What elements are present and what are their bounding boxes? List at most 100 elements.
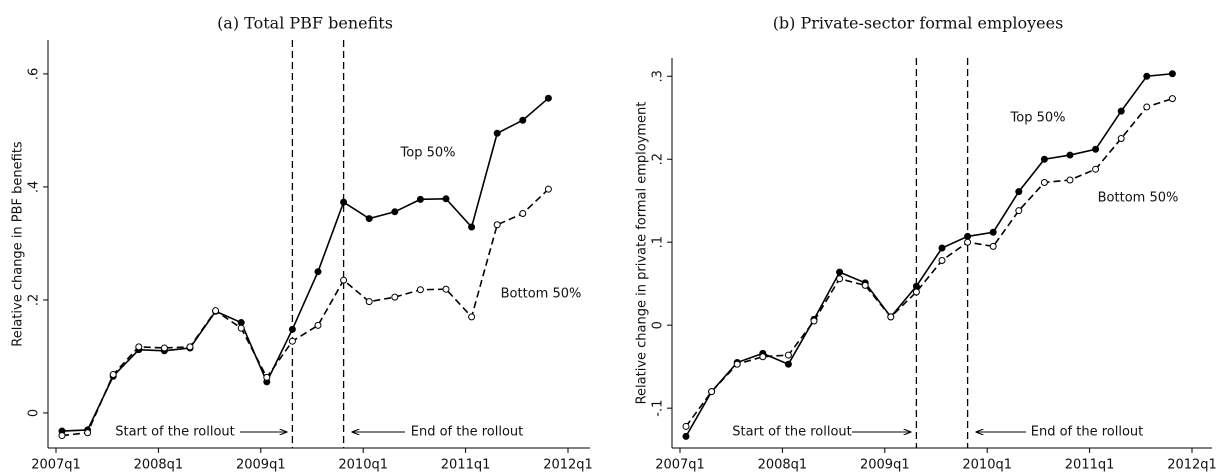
y-tick-label: .6 <box>27 68 42 80</box>
point <box>288 325 296 333</box>
point <box>1015 188 1023 196</box>
point <box>442 285 450 293</box>
series-line <box>61 188 549 437</box>
point <box>416 286 424 294</box>
y-tick-label: 0 <box>27 409 42 417</box>
point <box>784 351 792 359</box>
point <box>365 215 373 223</box>
point <box>759 353 767 361</box>
series-line <box>61 97 549 432</box>
point <box>442 195 450 203</box>
point <box>964 238 972 246</box>
y-axis-label: Relative change in PBF benefits <box>11 141 26 347</box>
point <box>186 343 194 351</box>
point <box>810 317 818 325</box>
annotation: End of the rollout <box>411 425 524 440</box>
point <box>544 94 552 102</box>
x-tick-label: 2008q1 <box>134 458 184 473</box>
point <box>212 307 220 315</box>
point <box>964 232 972 240</box>
x-tick-label: 2011q1 <box>441 458 491 473</box>
point <box>938 244 946 252</box>
point <box>1040 155 1048 163</box>
y-tick-label: .4 <box>27 181 42 193</box>
x-tick-label: 2009q1 <box>236 458 286 473</box>
point <box>1168 95 1176 103</box>
point <box>237 324 245 332</box>
point <box>314 268 322 276</box>
point <box>391 208 399 216</box>
y-tick-label: .1 <box>651 236 666 248</box>
point <box>340 276 348 284</box>
x-tick-label: 2012q1 <box>543 458 593 473</box>
point <box>861 281 869 289</box>
series-label: Bottom 50% <box>501 287 582 302</box>
series-label: Top 50% <box>400 146 456 161</box>
point <box>365 298 373 306</box>
point <box>989 242 997 250</box>
point <box>468 223 476 231</box>
point <box>784 360 792 368</box>
point <box>836 268 844 276</box>
y-tick-label: 0 <box>651 321 666 329</box>
point <box>1117 134 1125 142</box>
point <box>544 185 552 193</box>
point <box>912 288 920 296</box>
point <box>314 321 322 329</box>
y-tick-label: .3 <box>651 70 666 82</box>
y-tick-label: .2 <box>27 294 42 306</box>
series-line <box>685 72 1173 437</box>
x-tick-label: 2009q1 <box>860 458 910 473</box>
x-tick-label: 2010q1 <box>962 458 1012 473</box>
y-tick-label: .2 <box>651 153 666 165</box>
point <box>1092 165 1100 173</box>
point <box>1015 207 1023 215</box>
point <box>1066 176 1074 184</box>
x-tick-label: 2012q1 <box>1167 458 1217 473</box>
point <box>1040 178 1048 186</box>
annotation: Start of the rollout <box>732 425 852 440</box>
point <box>263 373 271 381</box>
point <box>682 432 690 440</box>
y-axis-label: Relative change in private formal employ… <box>635 102 650 405</box>
point <box>84 429 92 437</box>
x-tick-label: 2007q1 <box>31 458 81 473</box>
point <box>391 293 399 301</box>
point <box>493 221 501 229</box>
point <box>237 319 245 327</box>
x-tick-label: 2007q1 <box>655 458 705 473</box>
point <box>468 313 476 321</box>
x-tick-label: 2010q1 <box>338 458 388 473</box>
x-tick-label: 2011q1 <box>1065 458 1115 473</box>
point <box>1092 145 1100 153</box>
point <box>938 256 946 264</box>
point <box>58 432 66 440</box>
point <box>1143 72 1151 80</box>
point <box>519 116 527 124</box>
point <box>109 371 117 379</box>
series-label: Top 50% <box>1010 111 1066 126</box>
point <box>519 209 527 217</box>
point <box>836 275 844 283</box>
point <box>708 388 716 396</box>
point <box>1168 70 1176 78</box>
point <box>733 360 741 368</box>
chart-title: (a) Total PBF benefits <box>217 14 393 33</box>
point <box>887 313 895 321</box>
point <box>1117 107 1125 115</box>
point <box>135 343 143 351</box>
series-line <box>685 97 1173 427</box>
point <box>493 129 501 137</box>
point <box>989 228 997 236</box>
point <box>416 195 424 203</box>
chart-title: (b) Private-sector formal employees <box>773 14 1064 33</box>
point <box>1143 103 1151 111</box>
x-tick-label: 2008q1 <box>758 458 808 473</box>
point <box>340 198 348 206</box>
point <box>1066 151 1074 159</box>
y-tick-label: -.1 <box>651 400 666 417</box>
point <box>682 422 690 430</box>
annotation: Start of the rollout <box>115 425 235 440</box>
point <box>160 344 168 352</box>
